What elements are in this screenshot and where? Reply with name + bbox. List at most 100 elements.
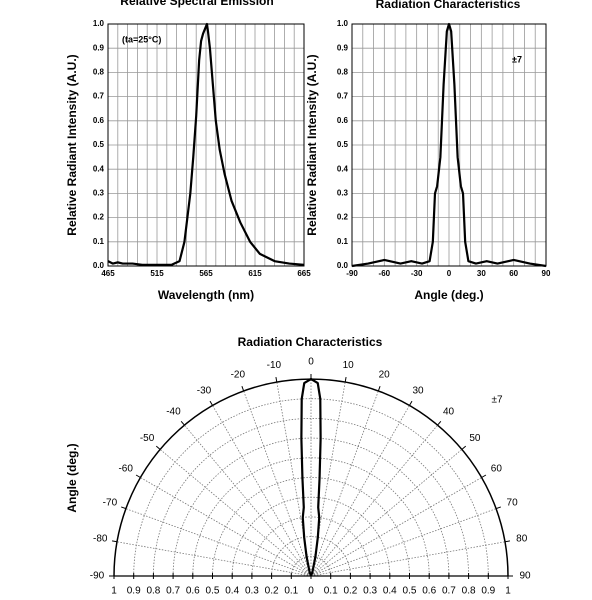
theta-tick bbox=[461, 445, 467, 450]
r-tick-label: 0.9 bbox=[481, 586, 495, 597]
theta-tick bbox=[121, 506, 127, 510]
theta-tick-label: 0 bbox=[308, 357, 314, 368]
theta-tick-label: 30 bbox=[412, 385, 424, 396]
y-tick-label: 0.3 bbox=[93, 189, 105, 198]
theta-tick bbox=[495, 506, 501, 510]
r-tick-label: 0.5 bbox=[403, 586, 417, 597]
y-tick-label: 0.4 bbox=[337, 164, 349, 173]
theta-tick bbox=[344, 376, 347, 383]
theta-tick bbox=[155, 445, 161, 450]
y-tick-label: 0.8 bbox=[337, 68, 349, 77]
r-tick-label: 1 bbox=[111, 586, 117, 597]
x-tick-label: -60 bbox=[379, 269, 391, 278]
y-tick-label: 0.9 bbox=[93, 43, 105, 52]
theta-tick-label: 20 bbox=[379, 370, 391, 381]
x-tick-label: -90 bbox=[346, 269, 358, 278]
r-tick-label: 0.4 bbox=[383, 586, 397, 597]
grid-circle bbox=[133, 398, 489, 577]
r-tick-label: 0.3 bbox=[363, 586, 377, 597]
theta-tick-label: 10 bbox=[343, 360, 355, 371]
y-tick-label: 0.6 bbox=[93, 116, 105, 125]
x-tick-label: 665 bbox=[297, 269, 311, 278]
r-tick-label: 0.2 bbox=[343, 586, 357, 597]
grid-circle bbox=[251, 516, 371, 577]
annotation: (ta=25°C) bbox=[122, 34, 161, 44]
y-tick-label: 0.5 bbox=[337, 140, 349, 149]
r-tick-label: 0.3 bbox=[245, 586, 259, 597]
theta-tick bbox=[409, 400, 413, 406]
r-tick-label: 0 bbox=[308, 586, 314, 597]
x-axis-label: Angle (deg.) bbox=[414, 288, 483, 302]
chart-title: Relative Spectral Emission bbox=[120, 0, 273, 8]
r-tick-label: 0.6 bbox=[186, 586, 200, 597]
y-tick-label: 0.7 bbox=[93, 92, 105, 101]
theta-tick bbox=[180, 420, 185, 426]
annotation: ±7 bbox=[491, 395, 502, 406]
theta-tick-label: -20 bbox=[231, 370, 246, 381]
theta-tick-label: -80 bbox=[93, 533, 108, 544]
y-tick-label: 0.1 bbox=[337, 237, 349, 246]
grid-circle bbox=[172, 437, 450, 577]
y-tick-label: 1.0 bbox=[93, 19, 105, 28]
x-tick-label: 515 bbox=[150, 269, 164, 278]
x-tick-label: 0 bbox=[447, 269, 452, 278]
grid-circle bbox=[212, 477, 410, 577]
chart-title: Radiation Characteristics bbox=[238, 335, 383, 349]
x-tick-label: 465 bbox=[101, 269, 115, 278]
y-tick-label: 0.8 bbox=[93, 68, 105, 77]
y-tick-label: 0.9 bbox=[337, 43, 349, 52]
data-line bbox=[351, 22, 547, 268]
theta-tick-label: 90 bbox=[519, 571, 531, 582]
y-tick-label: 0.2 bbox=[337, 213, 349, 222]
y-tick-label: 0.5 bbox=[93, 140, 105, 149]
theta-tick bbox=[111, 540, 118, 543]
y-axis-label: Angle (deg.) bbox=[65, 443, 79, 512]
y-tick-label: 0.7 bbox=[337, 92, 349, 101]
x-axis-label: Wavelength (nm) bbox=[158, 288, 254, 302]
theta-tick-label: -60 bbox=[118, 464, 133, 475]
annotation: ±7 bbox=[512, 54, 522, 64]
grid-circle bbox=[153, 418, 469, 577]
grid-circle bbox=[271, 536, 351, 577]
theta-tick-label: 60 bbox=[491, 464, 503, 475]
x-tick-label: 30 bbox=[477, 269, 486, 278]
theta-tick bbox=[275, 376, 278, 383]
grid-spoke bbox=[310, 405, 410, 577]
y-tick-label: 0.4 bbox=[93, 164, 105, 173]
chart-title: Radiation Characteristics bbox=[376, 0, 521, 11]
r-tick-label: 1 bbox=[505, 586, 511, 597]
r-tick-label: 0.7 bbox=[442, 586, 456, 597]
x-tick-label: -30 bbox=[411, 269, 423, 278]
theta-tick-label: -10 bbox=[267, 360, 282, 371]
theta-tick bbox=[481, 474, 487, 478]
y-tick-label: 0.1 bbox=[93, 237, 105, 246]
theta-tick bbox=[241, 386, 245, 392]
y-tick-label: 0.6 bbox=[337, 116, 349, 125]
y-tick-label: 0.3 bbox=[337, 189, 349, 198]
theta-tick-label: -90 bbox=[90, 571, 105, 582]
r-tick-label: 0.1 bbox=[284, 586, 298, 597]
r-tick-label: 0.1 bbox=[324, 586, 338, 597]
x-tick-label: 90 bbox=[542, 269, 551, 278]
theta-tick bbox=[504, 540, 511, 543]
theta-tick-label: 80 bbox=[516, 533, 528, 544]
r-tick-label: 0.9 bbox=[127, 586, 141, 597]
grid-spoke bbox=[140, 477, 312, 577]
theta-tick bbox=[135, 474, 141, 478]
r-tick-label: 0.2 bbox=[265, 586, 279, 597]
grid-circle bbox=[192, 457, 430, 577]
theta-tick-label: -50 bbox=[140, 433, 155, 444]
y-axis-label: Relative Radiant Intensity (A.U.) bbox=[65, 54, 79, 235]
grid-spoke bbox=[310, 508, 497, 577]
theta-tick bbox=[437, 420, 442, 426]
data-lobe bbox=[300, 377, 322, 577]
r-tick-label: 0.7 bbox=[166, 586, 180, 597]
theta-tick-label: 50 bbox=[469, 433, 481, 444]
r-tick-label: 0.8 bbox=[146, 586, 160, 597]
x-tick-label: 60 bbox=[509, 269, 518, 278]
y-tick-label: 0.0 bbox=[337, 261, 349, 270]
theta-tick-label: -70 bbox=[103, 497, 118, 508]
